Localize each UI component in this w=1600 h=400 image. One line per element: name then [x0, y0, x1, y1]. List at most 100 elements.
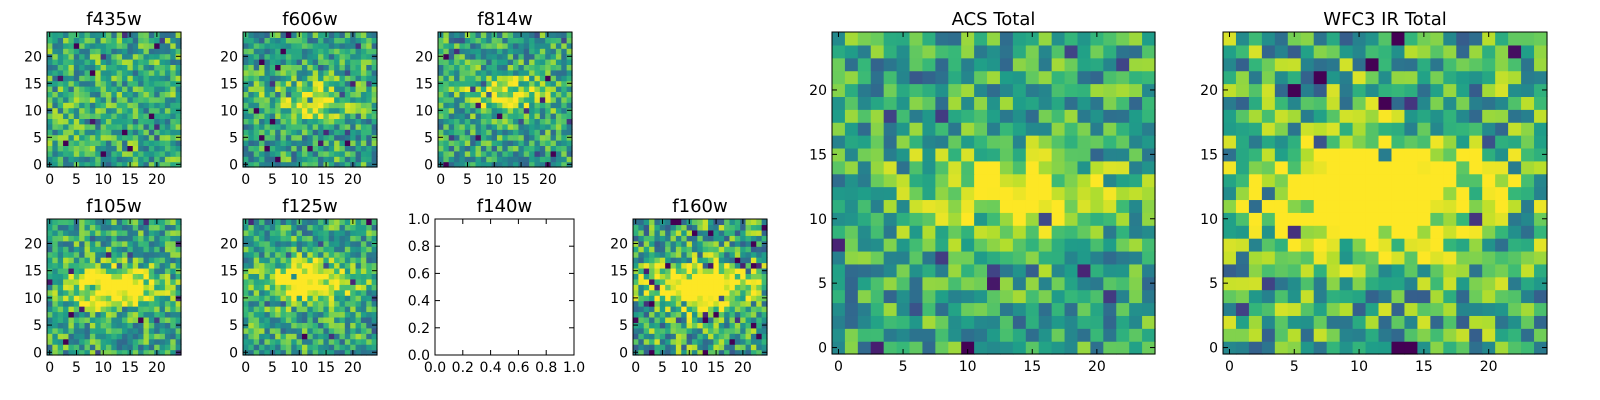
- pixel-cell: [909, 302, 924, 316]
- pixel-cell: [366, 59, 373, 65]
- pixel-cell: [253, 86, 260, 92]
- pixel-cell: [57, 219, 64, 226]
- x-tick-label: 20: [148, 172, 166, 188]
- pixel-cell: [366, 229, 373, 236]
- pixel-cell: [334, 322, 341, 329]
- pixel-cell: [73, 338, 80, 345]
- pixel-cell: [935, 212, 949, 226]
- pixel-cell: [545, 150, 552, 157]
- pixel-cell: [164, 59, 171, 65]
- pixel-cell: [122, 48, 128, 55]
- pixel-cell: [371, 251, 378, 258]
- pixel-cell: [175, 262, 182, 269]
- pixel-cell: [57, 118, 64, 125]
- pixel-cell: [127, 140, 134, 146]
- pixel-cell: [89, 129, 96, 136]
- pixel-cell: [259, 235, 266, 242]
- pixel-cell: [708, 327, 714, 334]
- pixel-cell: [111, 229, 118, 236]
- pixel-cell: [355, 229, 362, 236]
- pixel-cell: [1352, 302, 1367, 316]
- pixel-cell: [291, 349, 298, 356]
- pixel-cell: [47, 113, 53, 119]
- pixel-cell: [360, 113, 367, 119]
- pixel-cell: [269, 42, 276, 49]
- pixel-cell: [95, 37, 102, 44]
- pixel-cell: [159, 161, 166, 168]
- pixel-cell: [896, 147, 911, 162]
- pixel-cell: [47, 251, 53, 258]
- pixel-cell: [264, 306, 271, 313]
- pixel-cell: [633, 338, 639, 345]
- y-tick-label: 15: [220, 264, 238, 280]
- pixel-cell: [285, 64, 292, 71]
- pixel-cell: [57, 86, 64, 92]
- pixel-cell: [132, 107, 139, 114]
- pixel-cell: [475, 64, 482, 71]
- pixel-cell: [1090, 302, 1104, 316]
- pixel-cell: [318, 300, 324, 307]
- pixel-cell: [344, 75, 351, 82]
- pixel-cell: [122, 327, 128, 334]
- pixel-cell: [529, 161, 536, 168]
- pixel-cell: [122, 306, 128, 313]
- pixel-cell: [550, 64, 557, 71]
- pixel-cell: [507, 96, 514, 103]
- pixel-cell: [697, 219, 704, 226]
- pixel-cell: [344, 267, 351, 274]
- pixel-cell: [633, 284, 639, 291]
- x-tick-label: 10: [959, 359, 977, 375]
- pixel-cell: [1038, 44, 1053, 59]
- pixel-cell: [1129, 109, 1143, 123]
- pixel-cell: [691, 257, 698, 264]
- pixel-cell: [79, 161, 86, 168]
- pixel-cell: [1261, 302, 1276, 316]
- pixel-cell: [111, 53, 118, 60]
- pixel-cell: [761, 257, 768, 264]
- pixel-cell: [143, 64, 150, 71]
- pixel-cell: [729, 229, 736, 236]
- pixel-cell: [301, 316, 308, 323]
- pixel-cell: [729, 289, 736, 296]
- y-tick-label: 0: [33, 345, 42, 361]
- pixel-cell: [47, 37, 53, 44]
- pixel-cell: [296, 289, 303, 296]
- pixel-cell: [285, 333, 292, 340]
- pixel-cell: [665, 246, 672, 253]
- pixel-cell: [127, 150, 134, 157]
- pixel-cell: [480, 37, 487, 44]
- pixel-cell: [105, 300, 112, 307]
- pixel-cell: [122, 246, 128, 253]
- pixel-cell: [138, 300, 145, 307]
- pixel-cell: [170, 129, 177, 136]
- pixel-cell: [486, 91, 493, 98]
- pixel-cell: [259, 257, 266, 264]
- pixel-cell: [1404, 186, 1418, 201]
- pixel-cell: [269, 145, 276, 152]
- pixel-cell: [301, 42, 308, 49]
- pixel-cell: [1313, 341, 1328, 355]
- pixel-cell: [534, 161, 541, 168]
- pixel-cell: [259, 161, 266, 168]
- pixel-cell: [464, 145, 471, 152]
- pixel-cell: [63, 344, 70, 351]
- pixel-cell: [491, 140, 498, 146]
- pixel-cell: [438, 75, 444, 82]
- pixel-cell: [665, 316, 672, 323]
- pixel-cell: [734, 284, 741, 291]
- pixel-cell: [148, 156, 155, 163]
- pixel-cell: [132, 235, 139, 242]
- pixel-cell: [534, 145, 541, 152]
- pixel-cell: [523, 129, 530, 136]
- pixel-cell: [1103, 160, 1117, 175]
- pixel-cell: [89, 113, 96, 119]
- pixel-cell: [1090, 96, 1104, 110]
- pixel-cell: [264, 75, 271, 82]
- y-tick-label: 15: [809, 147, 827, 163]
- pixel-cell: [1378, 263, 1393, 278]
- pixel-cell: [1456, 276, 1470, 291]
- pixel-cell: [1077, 212, 1091, 226]
- pixel-cell: [291, 262, 298, 269]
- pixel-cell: [1521, 225, 1535, 239]
- pixel-cell: [513, 134, 519, 141]
